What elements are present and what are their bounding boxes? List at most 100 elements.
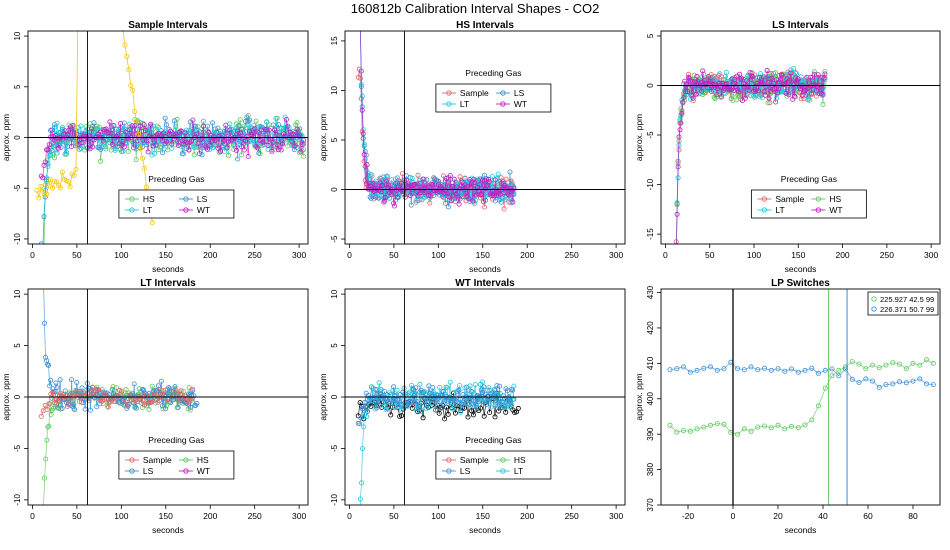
data-point (254, 137, 260, 143)
data-point (820, 92, 826, 98)
data-point (775, 366, 781, 372)
data-point (220, 139, 226, 145)
data-point (79, 385, 85, 391)
data-point (443, 175, 449, 181)
data-point (39, 518, 43, 522)
y-tick-label: -10 (330, 494, 339, 506)
data-point (133, 157, 139, 163)
data-point (829, 373, 835, 379)
data-point (479, 390, 485, 396)
data-point (400, 188, 406, 194)
data-point (156, 130, 162, 136)
data-point (765, 100, 771, 106)
data-point (742, 95, 748, 101)
data-point (738, 76, 744, 82)
data-point (481, 413, 487, 419)
y-tick-label: 410 (646, 356, 655, 370)
data-point (229, 127, 235, 133)
data-point (674, 211, 680, 217)
data-point (447, 172, 453, 178)
data-point (363, 181, 369, 187)
data-point (52, 122, 58, 128)
data-point (472, 403, 478, 409)
y-axis-label: approx. ppm (634, 373, 644, 420)
y-axis-label: approx. ppm (1, 114, 11, 161)
data-point (381, 199, 387, 205)
x-tick-label: 200 (520, 511, 534, 521)
data-point (179, 151, 185, 157)
x-tick-label: 100 (431, 511, 445, 521)
data-point (76, 7, 80, 11)
x-tick-label: 0 (347, 511, 352, 521)
data-point (169, 141, 175, 147)
data-point (140, 397, 146, 403)
data-point (466, 196, 472, 202)
x-tick-label: 0 (347, 250, 352, 260)
series-line-LS (358, 385, 515, 424)
data-point (483, 183, 489, 189)
data-point (233, 147, 239, 153)
data-point (123, 129, 129, 135)
data-point (152, 400, 158, 406)
data-point (39, 264, 43, 268)
data-point (468, 394, 474, 400)
legend-marker (815, 207, 822, 213)
data-point (65, 132, 71, 138)
data-point (473, 197, 479, 203)
data-point (458, 409, 464, 415)
data-point (694, 426, 700, 432)
data-point (717, 71, 723, 77)
data-point (102, 391, 108, 397)
y-axis-label: approx. ppm (1, 373, 11, 420)
y-tick-label: 10 (13, 289, 22, 298)
data-point (153, 391, 159, 397)
data-point (146, 133, 152, 139)
data-point (126, 67, 132, 73)
data-point (496, 383, 502, 389)
data-point (357, 526, 361, 530)
data-point (67, 184, 73, 190)
data-point (52, 124, 58, 130)
legend-label: Sample (775, 194, 804, 204)
panel-title: LT Intervals (140, 278, 196, 289)
data-point (165, 391, 171, 397)
data-point (407, 192, 413, 198)
data-point (394, 194, 400, 200)
data-point (187, 139, 193, 145)
data-point (477, 182, 483, 188)
data-point (449, 406, 455, 412)
data-point (178, 128, 184, 134)
data-point (187, 407, 193, 413)
data-point (100, 138, 106, 144)
data-point (181, 388, 187, 394)
plot-area (667, 357, 936, 437)
data-point (687, 428, 693, 434)
data-point (73, 166, 79, 172)
data-point (510, 387, 516, 393)
data-point (815, 72, 821, 78)
y-axis-label: approx. ppm (634, 114, 644, 161)
data-point (124, 54, 130, 60)
data-point (167, 128, 173, 134)
data-point (54, 120, 60, 126)
x-tick-label: 200 (203, 250, 217, 260)
legend-label: LS (143, 466, 154, 476)
data-point (678, 120, 684, 126)
data-point (470, 398, 476, 404)
data-point (290, 131, 296, 137)
y-tick-label: -5 (330, 235, 339, 243)
data-point (87, 407, 93, 413)
data-point (42, 250, 46, 254)
data-point (708, 364, 714, 370)
data-point (160, 406, 166, 412)
legend-marker (129, 457, 135, 463)
data-point (99, 12, 103, 16)
data-point (297, 126, 303, 132)
data-point (673, 264, 677, 268)
legend-label: Sample (460, 88, 489, 98)
data-point (789, 366, 795, 372)
data-point (401, 385, 407, 391)
data-point (398, 180, 404, 186)
data-point (783, 90, 789, 96)
